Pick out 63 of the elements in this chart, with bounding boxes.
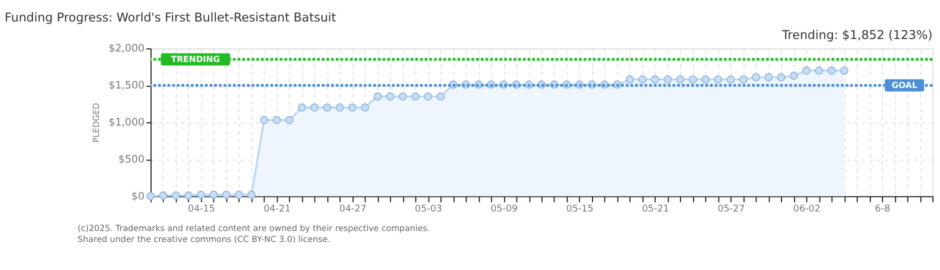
y-tick-label: $2,000 — [108, 42, 145, 55]
ref-line-label: TRENDING — [170, 54, 220, 64]
text: Trending: $1,852 (123%) — [781, 28, 933, 42]
point — [348, 103, 356, 112]
x-tick-label: 05-09 — [490, 204, 518, 215]
point — [777, 73, 786, 82]
point — [272, 116, 281, 124]
y-tick-label: $0 — [131, 190, 145, 202]
point — [650, 75, 660, 84]
point — [840, 66, 848, 75]
point — [764, 73, 773, 82]
x-tick-label: 05-03 — [414, 204, 442, 215]
x-tick-label: 6-8 — [874, 204, 890, 215]
x-tick-label: 05-21 — [642, 204, 670, 215]
point — [688, 75, 697, 84]
y-tick-label: $1,500 — [108, 80, 145, 92]
point — [739, 75, 748, 84]
point — [260, 116, 268, 124]
point — [664, 75, 672, 84]
point — [298, 103, 306, 112]
point — [676, 75, 684, 84]
point — [386, 92, 394, 101]
y-axis-title: PLEDGED — [91, 102, 102, 143]
x-tick-label: 04-15 — [188, 204, 216, 215]
x-tick-label: 05-15 — [566, 204, 594, 215]
x-tick-label: 04-21 — [264, 204, 291, 215]
point — [424, 92, 432, 101]
point — [398, 92, 407, 101]
point — [360, 103, 370, 112]
point — [323, 103, 332, 112]
point — [184, 191, 193, 200]
x-tick-label: 05-27 — [718, 204, 745, 215]
point — [626, 75, 634, 84]
point — [814, 66, 824, 75]
point — [285, 116, 294, 124]
point — [714, 75, 722, 84]
point — [802, 66, 810, 75]
point — [411, 92, 420, 101]
point — [752, 73, 760, 82]
y-tick-label: $1,000 — [108, 116, 145, 129]
y-tick-label: $500 — [118, 154, 145, 166]
point — [247, 190, 256, 199]
point — [336, 103, 344, 112]
chart-title: Funding Progress: World's First Bullet-Resistant Batsuit — [4, 10, 336, 24]
point — [436, 92, 445, 101]
point — [172, 191, 180, 200]
point — [638, 75, 647, 84]
x-tick-label: 04-27 — [339, 204, 366, 215]
x-tick-label: 06-02 — [793, 204, 820, 215]
text: Shared under the creative commons (CC BY-NC 3.0) license. — [78, 234, 330, 244]
point — [790, 72, 798, 80]
point — [210, 190, 218, 199]
ref-line-label: GOAL — [892, 80, 918, 90]
point — [310, 103, 319, 112]
point — [726, 75, 735, 84]
point — [234, 190, 243, 199]
point — [159, 191, 168, 200]
point — [196, 190, 206, 199]
point — [828, 66, 836, 75]
point — [222, 190, 230, 199]
point — [374, 92, 382, 101]
text: (c)2025. Trademarks and related content are owned by their respective companies. — [78, 222, 430, 233]
point — [701, 75, 710, 84]
